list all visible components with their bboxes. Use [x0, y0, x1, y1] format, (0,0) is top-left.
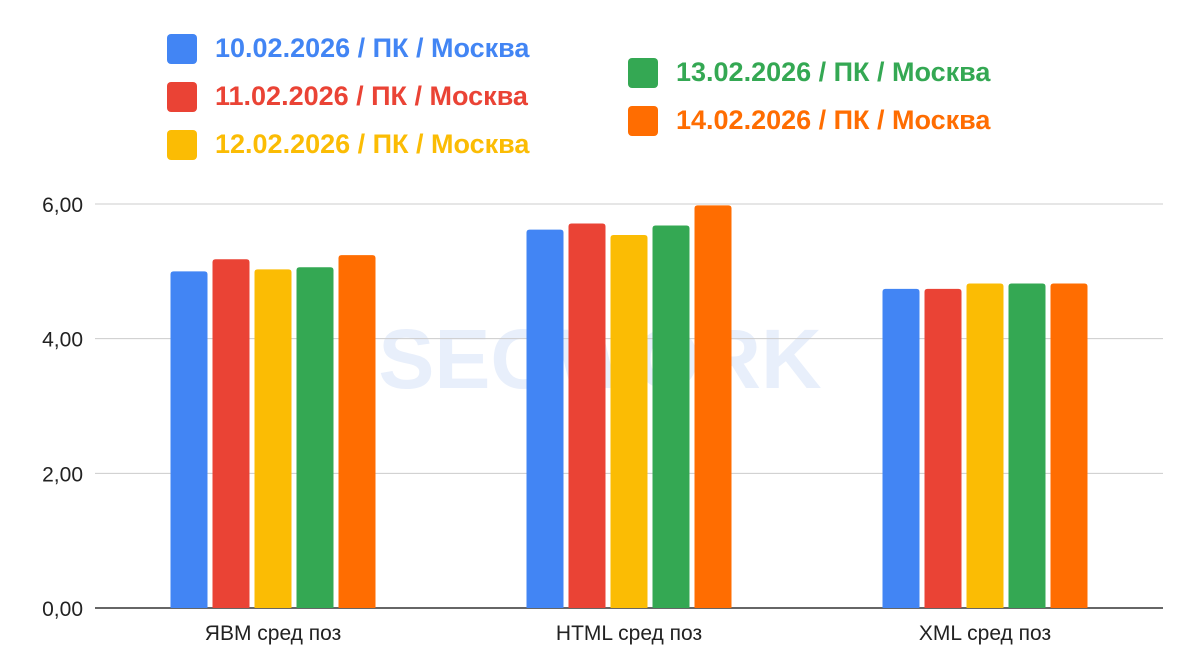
- legend-label: 12.02.2026 / ПК / Москва: [215, 129, 530, 159]
- bar: [254, 269, 292, 608]
- bar: [1050, 283, 1088, 608]
- legend-swatch: [628, 105, 658, 136]
- bar: [296, 267, 334, 608]
- legend-swatch: [167, 81, 197, 112]
- bar: [694, 205, 732, 608]
- y-axis-ticks: 0,00 2,00 4,00 6,00: [42, 194, 83, 621]
- y-tick-label: 0,00: [42, 598, 83, 621]
- legend-swatch: [167, 129, 197, 160]
- bar: [652, 225, 690, 608]
- bar: [882, 288, 920, 608]
- x-tick-label: HTML сред поз: [556, 622, 702, 645]
- legend-item: 14.02.2026 / ПК / Москва: [628, 105, 990, 136]
- legend-item: 11.02.2026 / ПК / Москва: [167, 81, 528, 112]
- legend-swatch: [167, 33, 197, 64]
- legend-label: 11.02.2026 / ПК / Москва: [215, 81, 528, 111]
- bar: [338, 255, 376, 608]
- bar: [610, 234, 648, 608]
- bar: [212, 259, 250, 608]
- x-axis-ticks: ЯВМ сред поз HTML сред поз XML сред поз: [205, 622, 1051, 645]
- bar: [924, 288, 962, 608]
- legend-label: 14.02.2026 / ПК / Москва: [676, 105, 991, 135]
- bar: [966, 283, 1004, 608]
- legend-swatch: [628, 57, 658, 88]
- legend-item: 10.02.2026 / ПК / Москва: [167, 33, 529, 64]
- bar: [526, 229, 564, 608]
- legend-label: 13.02.2026 / ПК / Москва: [676, 57, 991, 87]
- bar: [170, 271, 208, 608]
- legend-item: 12.02.2026 / ПК / Москва: [167, 129, 529, 160]
- bar: [568, 223, 606, 608]
- bar: [1008, 283, 1046, 608]
- bars: [170, 205, 1088, 608]
- y-tick-label: 2,00: [42, 463, 83, 486]
- y-tick-label: 6,00: [42, 194, 83, 217]
- legend-item: 13.02.2026 / ПК / Москва: [628, 57, 990, 88]
- y-tick-label: 4,00: [42, 329, 83, 352]
- x-tick-label: ЯВМ сред поз: [205, 622, 341, 645]
- x-tick-label: XML сред поз: [919, 622, 1051, 645]
- legend-label: 10.02.2026 / ПК / Москва: [215, 33, 530, 63]
